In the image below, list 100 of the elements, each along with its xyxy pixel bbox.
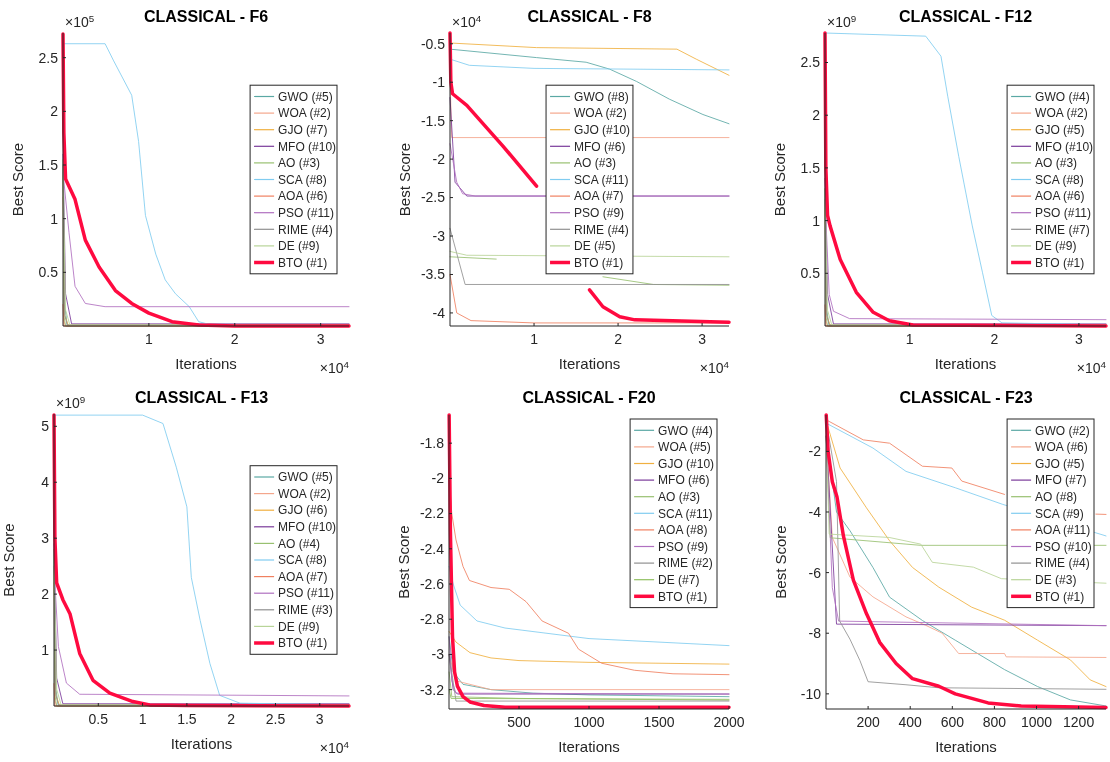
x-tick-label: 3: [316, 331, 325, 347]
legend-label: AO (#4): [278, 536, 321, 551]
chart-title: CLASSICAL - F20: [522, 389, 656, 406]
y-tick-label: -2.4: [419, 540, 445, 557]
x-axis-title: Iterations: [558, 355, 621, 372]
legend-label: PSO (#11): [1035, 205, 1091, 220]
x-tick-label: 1: [138, 711, 147, 727]
legend-label: GWO (#4): [658, 423, 713, 438]
legend-label: PSO (#11): [278, 205, 334, 220]
legend-label: WOA (#2): [278, 486, 331, 501]
legend-label: AO (#3): [278, 156, 321, 171]
legend-label: AO (#8): [1035, 489, 1078, 504]
y-tick-label: 1: [50, 210, 59, 227]
legend-label: SCA (#9): [1035, 506, 1084, 521]
legend-label: GJO (#5): [1035, 122, 1085, 137]
legend-label: GJO (#7): [278, 122, 328, 137]
y-tick-label: -10: [800, 685, 822, 702]
legend-label: SCA (#8): [278, 172, 327, 187]
y-tick-label: 1.5: [800, 159, 821, 176]
x-tick-label: 400: [898, 714, 923, 730]
text: ×10$^{4}$: [319, 358, 350, 376]
y-axis-title: Best Score: [772, 525, 789, 599]
y-tick-label: -4: [432, 304, 446, 321]
y-tick-label: 2: [41, 586, 50, 603]
legend-label: BTO (#1): [1035, 255, 1085, 270]
y-tick-label: -2.5: [420, 189, 446, 206]
y-tick-label: -2: [431, 470, 445, 487]
legend-label: AOA (#8): [658, 523, 708, 538]
y-tick-label: -3.5: [420, 266, 446, 283]
y-tick-label: 2: [50, 103, 59, 120]
legend-label: AOA (#11): [1035, 523, 1091, 538]
y-axis-title: Best Score: [771, 142, 788, 217]
legend-label: AOA (#6): [278, 189, 328, 204]
y-tick-label: 5: [41, 418, 50, 435]
y-tick-label: 0.5: [800, 265, 821, 282]
legend-label: AO (#3): [574, 156, 617, 171]
text: ×10$^{4}$: [1076, 358, 1107, 376]
chart-title: CLASSICAL - F23: [899, 389, 1033, 406]
y-tick-label: -6: [808, 564, 822, 581]
legend-label: BTO (#1): [574, 255, 624, 270]
x-tick-label: 200: [856, 714, 880, 730]
legend-label: DE (#3): [1035, 572, 1077, 587]
x-tick-label: 2: [227, 711, 236, 727]
x-tick-label: 3: [1075, 331, 1084, 347]
legend-label: BTO (#1): [1035, 589, 1085, 604]
y-tick-label: -2: [808, 443, 822, 460]
x-tick-label: 1000: [573, 714, 605, 730]
x-tick-label: 2000: [713, 714, 745, 730]
y-tick-label: 1: [812, 212, 821, 229]
y-tick-label: 2.5: [38, 49, 59, 66]
legend-label: MFO (#10): [1035, 139, 1094, 154]
legend-label: MFO (#10): [278, 139, 337, 154]
chart-title: CLASSICAL - F12: [898, 8, 1033, 25]
y-tick-label: -1.8: [419, 435, 445, 452]
text: ×10$^{9}$: [827, 12, 857, 30]
legend-label: DE (#7): [658, 572, 700, 587]
y-tick-label: 1.5: [38, 156, 59, 173]
y-tick-label: 2: [812, 107, 821, 124]
text: ×10$^{4}$: [319, 738, 350, 756]
y-axis-title: Best Score: [9, 142, 26, 217]
y-tick-label: 0.5: [38, 264, 59, 281]
legend-label: DE (#9): [1035, 239, 1077, 254]
legend-label: DE (#5): [574, 239, 616, 254]
x-tick-label: 1: [905, 331, 914, 347]
y-tick-label: 1: [41, 641, 50, 658]
legend-label: SCA (#11): [574, 172, 629, 187]
legend-label: BTO (#1): [658, 589, 708, 604]
x-tick-label: 1: [144, 331, 153, 347]
legend-label: RIME (#4): [1035, 556, 1090, 571]
legend-label: AOA (#7): [278, 569, 328, 584]
legend-label: AO (#3): [1035, 156, 1078, 171]
chart-title: CLASSICAL - F8: [527, 8, 652, 25]
legend-label: GWO (#2): [1035, 423, 1090, 438]
legend-label: GWO (#8): [574, 89, 629, 104]
x-tick-label: 3: [698, 331, 707, 347]
y-tick-label: 2.5: [800, 54, 821, 71]
legend-label: MFO (#6): [574, 139, 626, 154]
legend-label: GJO (#10): [574, 122, 631, 137]
legend-label: PSO (#9): [574, 205, 625, 220]
legend-label: MFO (#10): [278, 520, 337, 534]
x-tick-label: 600: [940, 714, 965, 730]
legend-label: WOA (#2): [574, 106, 627, 121]
x-tick-label: 0.5: [88, 711, 109, 727]
x-axis-title: Iterations: [558, 738, 620, 755]
legend-label: SCA (#8): [1035, 172, 1084, 187]
x-axis-title: Iterations: [170, 735, 233, 752]
x-tick-label: 2.5: [265, 711, 286, 727]
y-tick-label: -3: [432, 227, 446, 244]
text: ×10$^{4}$: [699, 358, 730, 376]
legend-label: DE (#9): [278, 619, 320, 634]
legend-label: GJO (#5): [1035, 456, 1085, 471]
legend-label: PSO (#10): [1035, 539, 1092, 554]
y-tick-label: -2.2: [419, 505, 445, 522]
legend-label: RIME (#4): [278, 222, 333, 237]
legend-label: WOA (#2): [278, 106, 331, 121]
x-tick-label: 2: [614, 331, 623, 347]
y-tick-label: -3.2: [419, 681, 445, 698]
legend-label: GJO (#10): [658, 456, 715, 471]
legend-label: WOA (#2): [1035, 106, 1088, 121]
text: ×10$^{5}$: [65, 12, 95, 30]
